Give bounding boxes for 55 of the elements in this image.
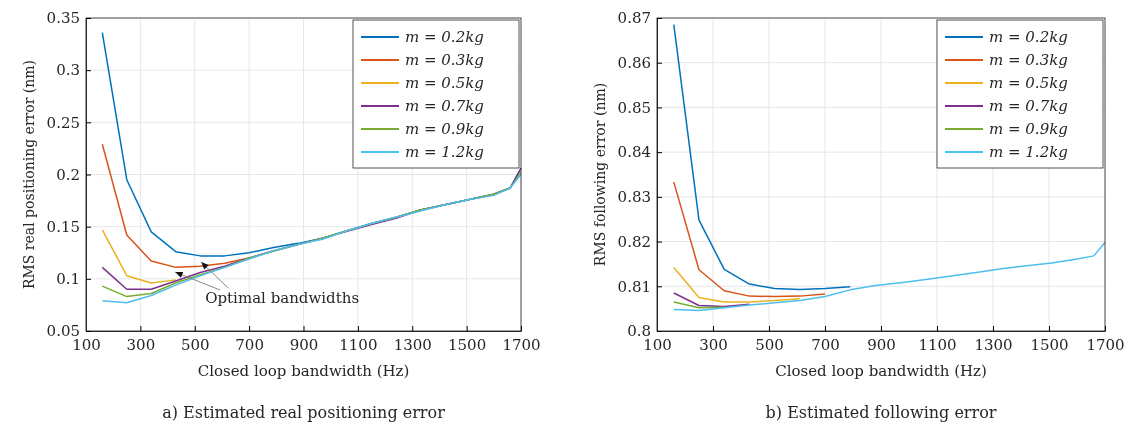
legend-label: m = 0.2kg bbox=[989, 28, 1068, 46]
legend-label: m = 0.5kg bbox=[989, 74, 1068, 92]
legend-label: m = 0.9kg bbox=[989, 120, 1068, 138]
y-axis-title: RMS following error (nm) bbox=[592, 82, 608, 267]
y-tick-label: 0.87 bbox=[617, 9, 651, 28]
line-series bbox=[673, 241, 1106, 312]
x-tick-label: 1700 bbox=[502, 335, 541, 354]
legend-label: m = 0.3kg bbox=[989, 51, 1068, 69]
y-tick-label: 0.25 bbox=[46, 113, 80, 132]
y-tick-label: 0.35 bbox=[46, 9, 80, 28]
annotation: Optimal bandwidths bbox=[205, 289, 360, 308]
legend-label: m = 1.2kg bbox=[405, 143, 484, 161]
legend-label: m = 1.2kg bbox=[989, 143, 1068, 161]
legend-label: m = 0.9kg bbox=[405, 120, 484, 138]
y-tick-label: 0.83 bbox=[617, 188, 651, 207]
x-tick-label: 1500 bbox=[1030, 335, 1069, 354]
x-tick-label: 1100 bbox=[918, 335, 957, 354]
x-tick-label: 700 bbox=[811, 335, 840, 354]
x-axis-title: Closed loop bandwidth (Hz) bbox=[197, 362, 410, 380]
y-axis-title: RMS real positioning error (nm) bbox=[21, 59, 37, 290]
y-tick-label: 0.85 bbox=[617, 98, 651, 117]
legend-label: m = 0.5kg bbox=[405, 74, 484, 92]
y-tick-label: 0.84 bbox=[617, 143, 651, 162]
text: b) Estimated following error bbox=[765, 403, 997, 422]
line-series bbox=[673, 266, 801, 303]
text: a) Estimated real positioning error bbox=[162, 403, 446, 422]
y-tick-label: 0.81 bbox=[617, 277, 651, 296]
y-tick-label: 0.2 bbox=[56, 165, 80, 184]
x-tick-label: 500 bbox=[755, 335, 784, 354]
y-tick-label: 0.15 bbox=[46, 217, 80, 236]
y-tick-label: 0.86 bbox=[617, 54, 651, 73]
x-tick-label: 300 bbox=[699, 335, 728, 354]
y-tick-label: 0.3 bbox=[56, 61, 80, 80]
x-tick-label: 1300 bbox=[974, 335, 1013, 354]
x-tick-label: 100 bbox=[72, 335, 101, 354]
line-series bbox=[673, 181, 826, 298]
x-tick-label: 100 bbox=[643, 335, 672, 354]
x-tick-label: 1100 bbox=[339, 335, 378, 354]
line-series bbox=[673, 23, 851, 291]
x-tick-label: 1700 bbox=[1086, 335, 1125, 354]
line-series bbox=[673, 292, 751, 308]
x-tick-label: 1500 bbox=[448, 335, 487, 354]
x-tick-label: 900 bbox=[289, 335, 319, 354]
y-tick-label: 0.1 bbox=[56, 270, 80, 289]
x-tick-label: 500 bbox=[180, 335, 210, 354]
x-tick-label: 700 bbox=[235, 335, 264, 354]
x-axis-title: Closed loop bandwidth (Hz) bbox=[775, 362, 987, 380]
x-tick-label: 900 bbox=[867, 335, 896, 354]
legend-label: m = 0.3kg bbox=[405, 51, 484, 69]
x-tick-label: 300 bbox=[126, 335, 156, 354]
legend-label: m = 0.2kg bbox=[405, 28, 484, 46]
x-tick-label: 1300 bbox=[393, 335, 432, 354]
legend-label: m = 0.7kg bbox=[989, 97, 1068, 115]
legend-label: m = 0.7kg bbox=[405, 97, 484, 115]
y-tick-label: 0.82 bbox=[617, 232, 651, 251]
